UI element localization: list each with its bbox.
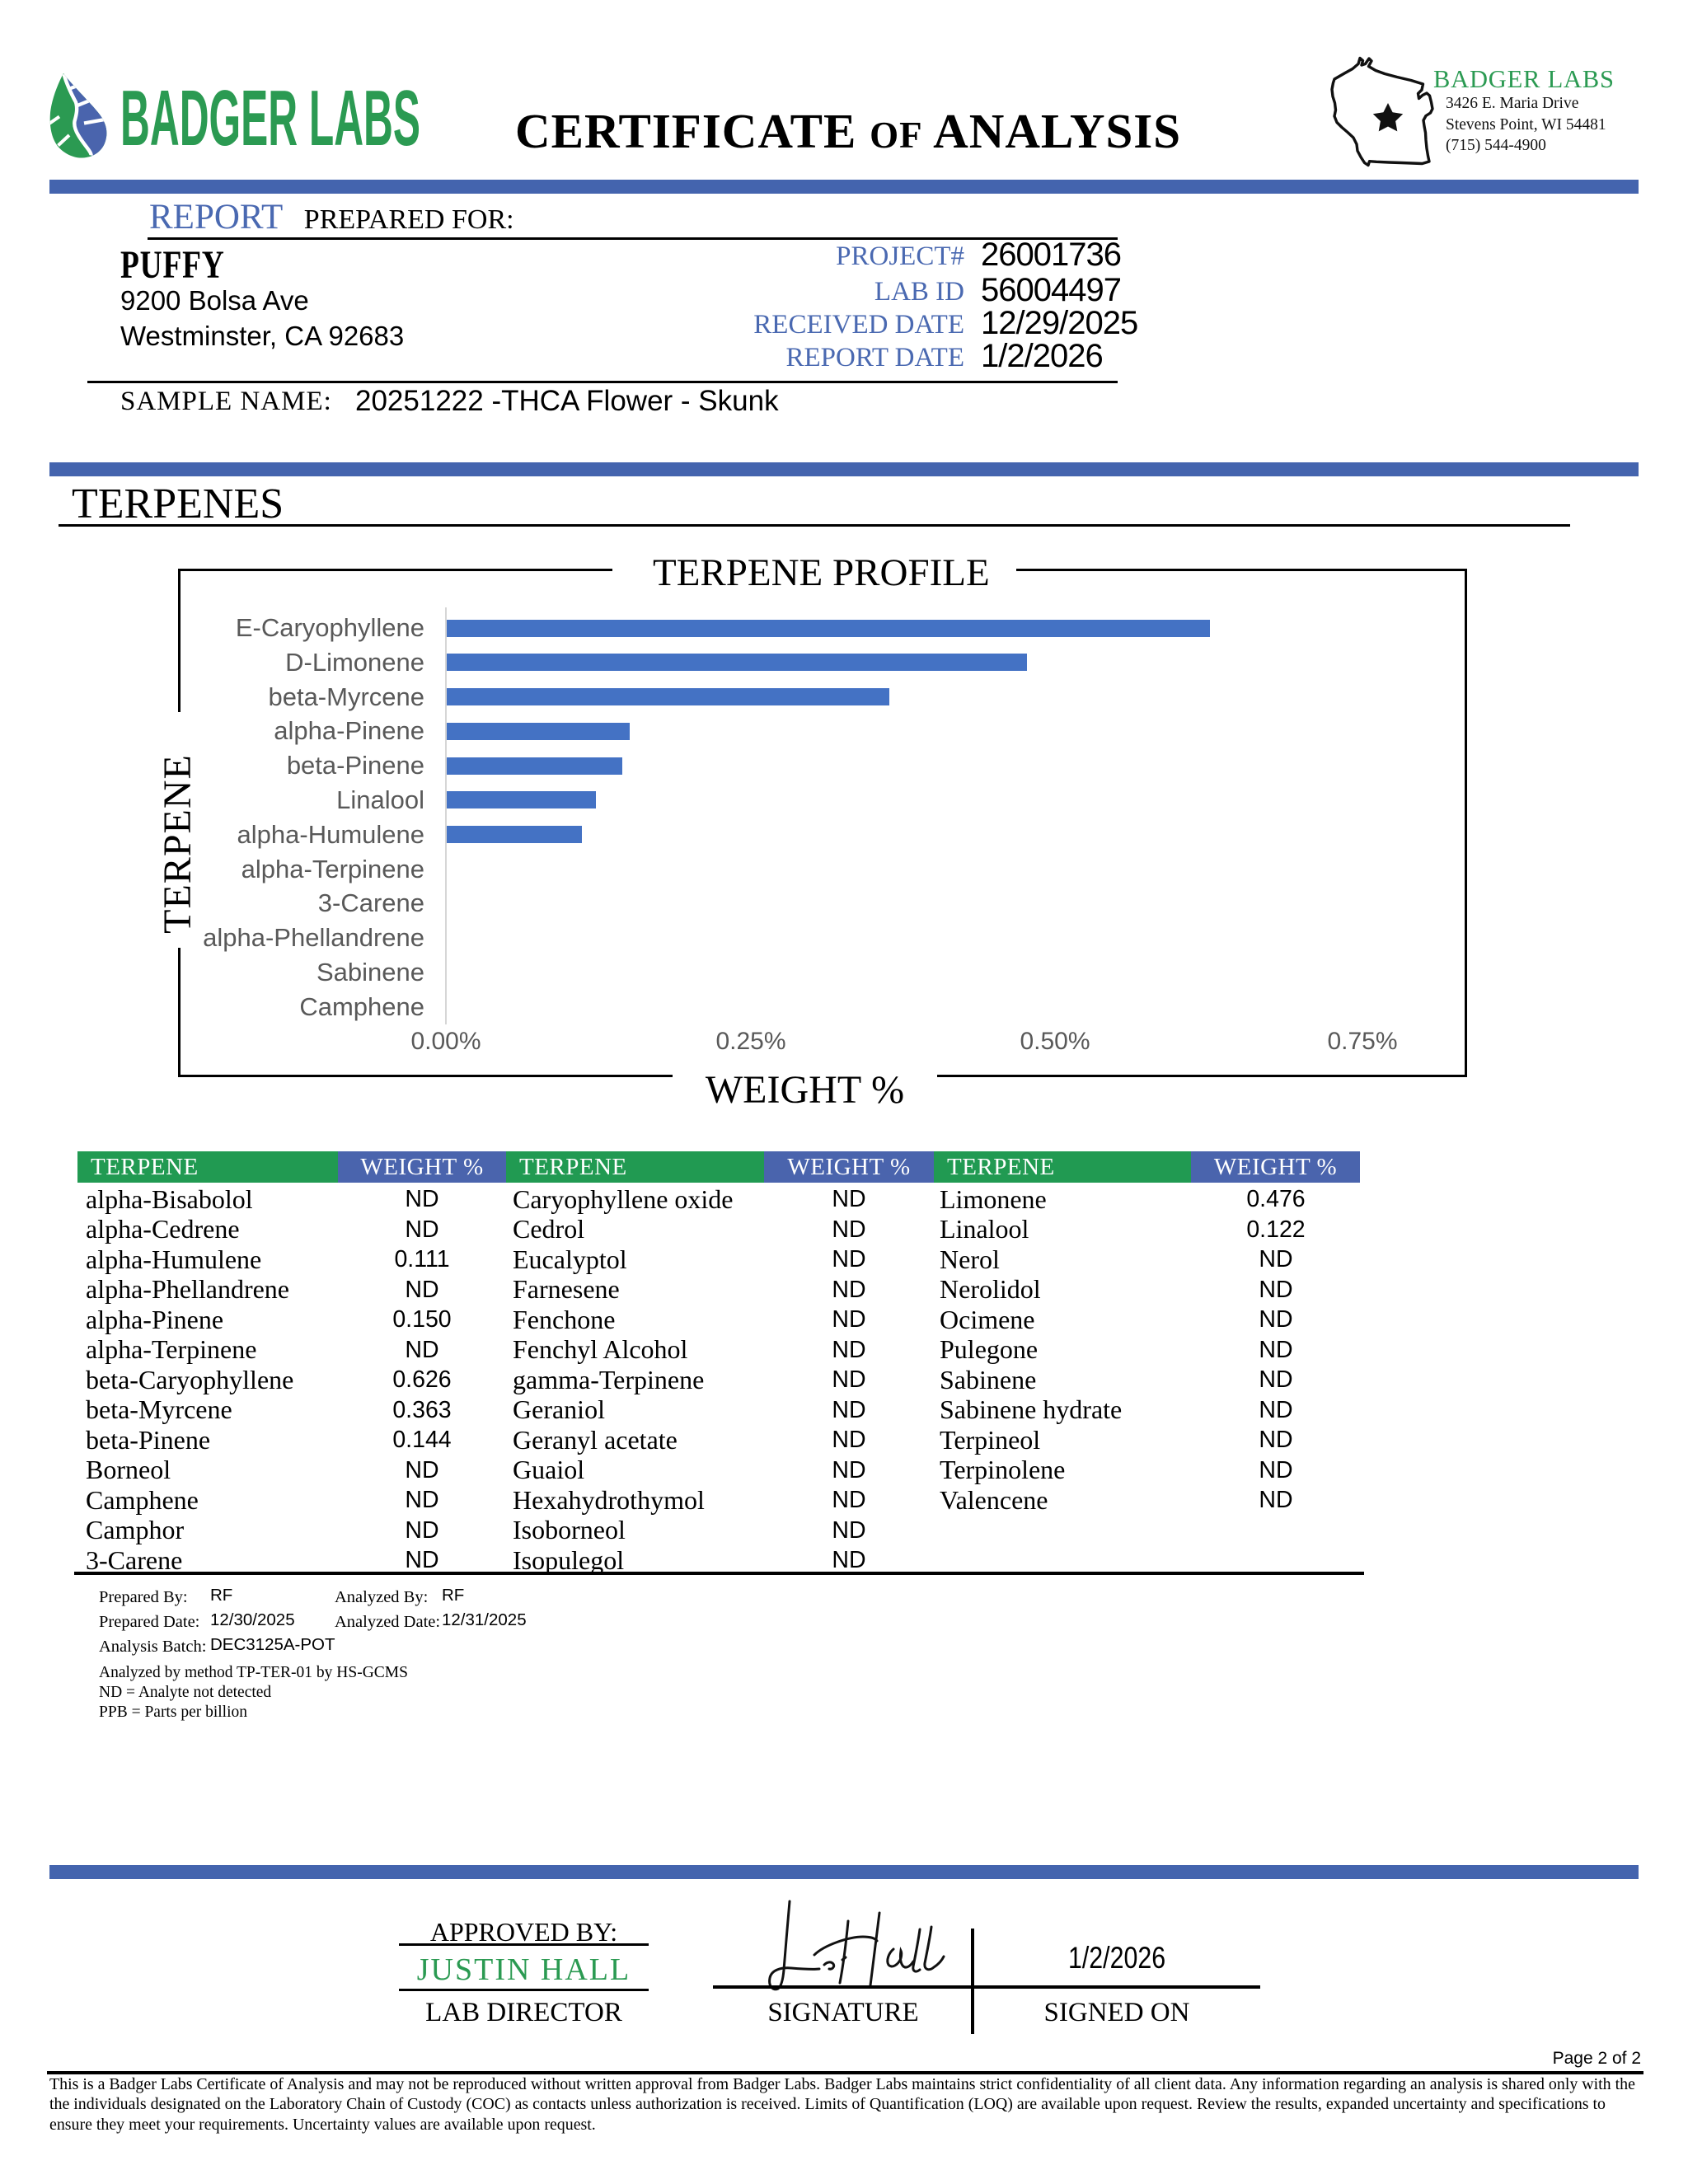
svg-text:BADGER LABS: BADGER LABS xyxy=(120,76,420,154)
